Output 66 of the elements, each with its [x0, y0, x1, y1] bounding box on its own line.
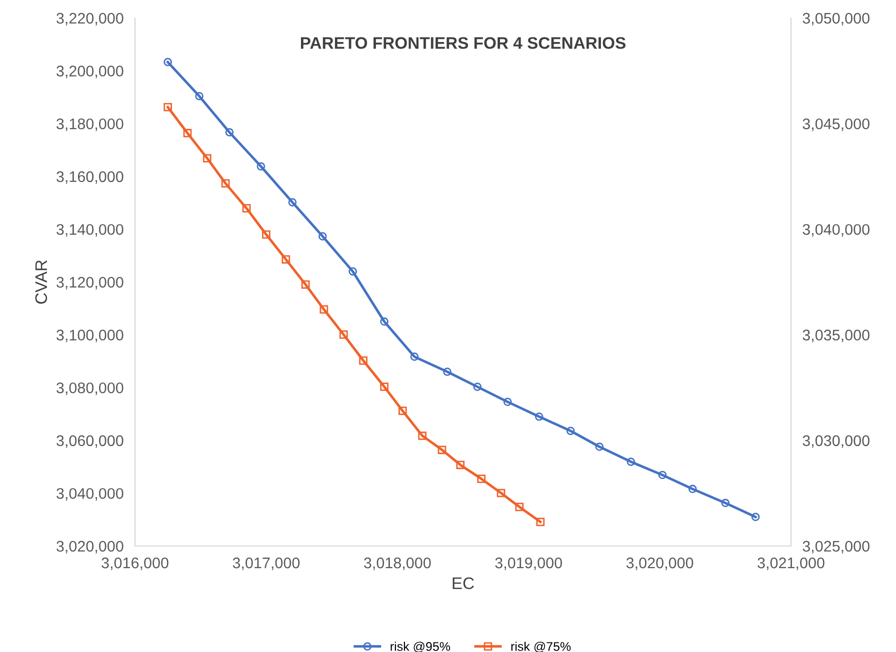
point [225, 128, 234, 136]
point [443, 368, 452, 376]
y-tick-label: 3,160,000 [56, 171, 124, 184]
point [515, 502, 524, 512]
point [164, 58, 172, 66]
text: PARETO FRONTIERS FOR 4 SCENARIOS [300, 37, 626, 49]
point [410, 352, 419, 361]
point [320, 305, 328, 314]
x-tick-label: 3,017,000 [232, 558, 300, 570]
point [534, 412, 544, 421]
point [473, 382, 482, 391]
point [658, 470, 667, 480]
y-axis-title: CVAR [35, 260, 48, 304]
point [418, 432, 426, 440]
point [348, 267, 357, 276]
point [359, 356, 368, 365]
point [221, 179, 230, 188]
y-tick-label: 3,200,000 [56, 66, 124, 78]
x-tick-label: 3,016,000 [102, 558, 168, 570]
point [536, 518, 545, 526]
x-tick-label: 3,020,000 [626, 558, 694, 570]
point [164, 102, 172, 112]
y2-tick-label: 3,035,000 [802, 330, 870, 342]
point [626, 458, 636, 466]
y2-tick-label: 3,025,000 [802, 540, 870, 554]
point [195, 92, 204, 100]
x-axis-title: EC [452, 577, 474, 590]
point [595, 442, 604, 451]
point [503, 398, 512, 406]
point [438, 446, 446, 454]
y-tick-label: 3,220,000 [56, 12, 124, 26]
point [288, 198, 297, 206]
point [282, 255, 290, 264]
point [318, 232, 327, 240]
point [339, 330, 348, 339]
x-tick-label: 3,021,000 [758, 558, 824, 570]
y2-tick-label: 3,030,000 [802, 435, 870, 448]
x-tick-label: 3,019,000 [495, 558, 562, 570]
y-tick-label: 3,180,000 [56, 118, 124, 132]
point [566, 426, 575, 436]
point [477, 474, 486, 484]
point [398, 406, 407, 415]
point [456, 460, 465, 470]
point [688, 484, 697, 494]
point [301, 280, 310, 289]
x-tick-label: 3,018,000 [364, 558, 431, 570]
point [496, 488, 506, 498]
point [751, 512, 760, 522]
point [202, 154, 212, 162]
y-tick-label: 3,060,000 [56, 435, 124, 448]
point [183, 128, 192, 138]
point [380, 382, 388, 391]
y2-tick-label: 3,045,000 [802, 118, 870, 132]
y-tick-label: 3,140,000 [56, 224, 124, 237]
y-tick-label: 3,100,000 [56, 330, 124, 342]
point [242, 204, 251, 212]
point [721, 498, 730, 508]
y-tick-label: 3,120,000 [56, 276, 124, 290]
y2-tick-label: 3,040,000 [802, 224, 870, 237]
point [256, 162, 266, 171]
y-tick-label: 3,020,000 [56, 540, 124, 554]
y-tick-label: 3,080,000 [56, 382, 124, 396]
point [380, 317, 388, 326]
point [262, 230, 270, 239]
y-tick-label: 3,040,000 [56, 488, 124, 501]
y2-tick-label: 3,050,000 [802, 12, 870, 26]
